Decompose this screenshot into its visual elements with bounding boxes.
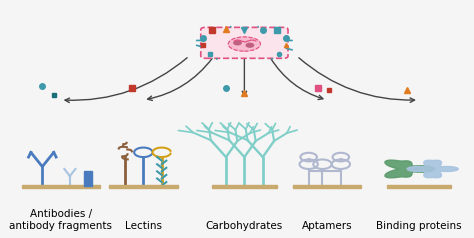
Text: Binding proteins: Binding proteins <box>376 221 462 231</box>
Circle shape <box>234 41 241 45</box>
Polygon shape <box>385 160 435 178</box>
Bar <box>292 185 362 188</box>
Text: Carbohydrates: Carbohydrates <box>206 221 283 231</box>
FancyBboxPatch shape <box>201 27 288 58</box>
Polygon shape <box>407 160 458 178</box>
Bar <box>22 185 100 188</box>
Bar <box>83 171 92 186</box>
Ellipse shape <box>228 37 260 51</box>
Text: Aptamers: Aptamers <box>302 221 352 231</box>
Text: Lectins: Lectins <box>125 221 162 231</box>
Bar <box>212 185 276 188</box>
Bar <box>387 185 451 188</box>
Circle shape <box>246 43 254 47</box>
Text: Antibodies /
antibody fragments: Antibodies / antibody fragments <box>9 209 112 231</box>
Bar <box>109 185 178 188</box>
